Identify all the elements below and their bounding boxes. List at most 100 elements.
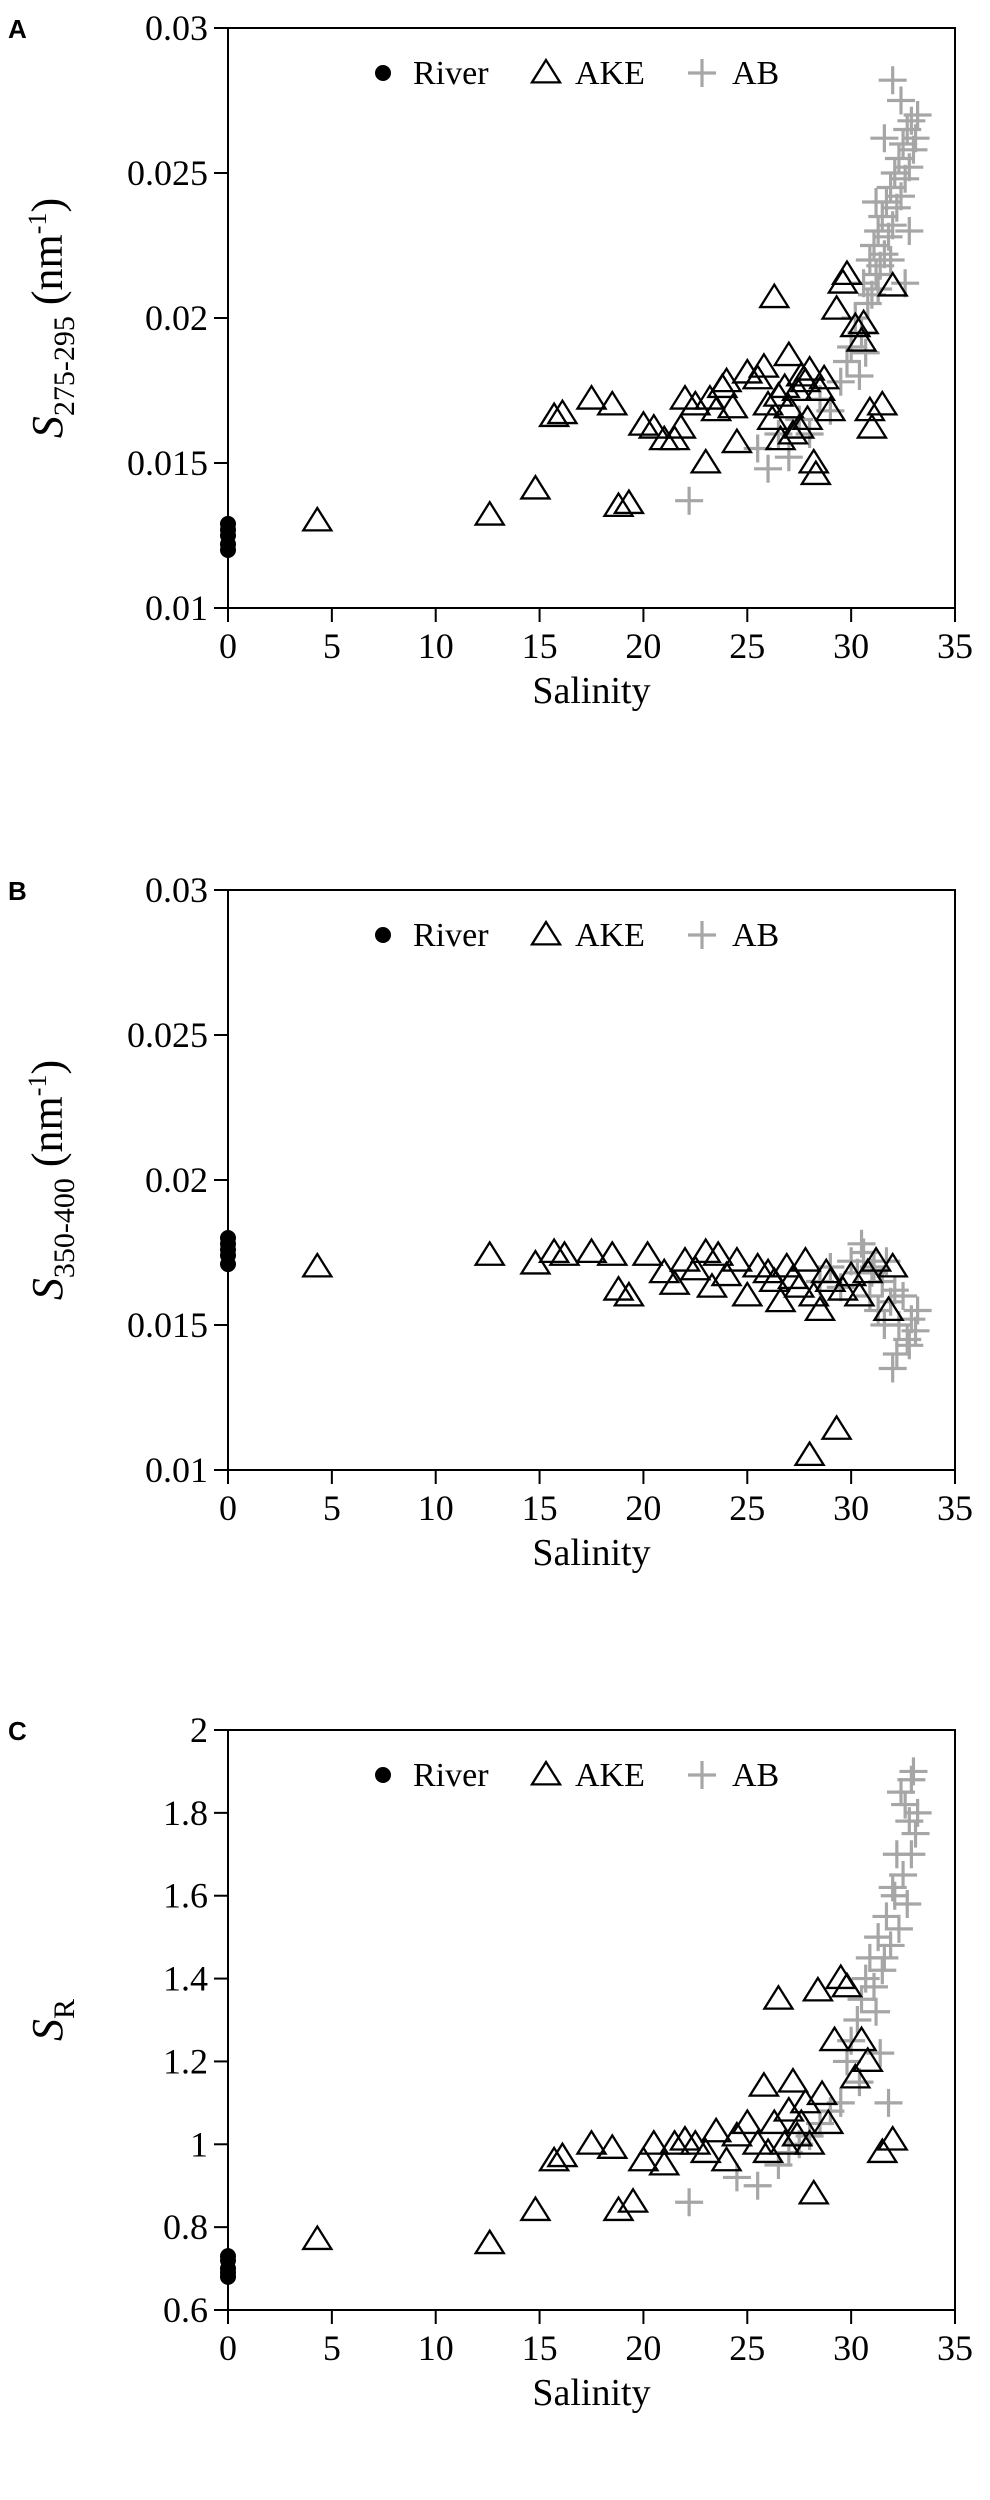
point-ake bbox=[764, 1286, 797, 1313]
y-tick-label: 0.01 bbox=[145, 1450, 208, 1490]
x-tick-label: 10 bbox=[418, 2328, 454, 2368]
y-tick-label: 0.8 bbox=[163, 2207, 208, 2247]
point-ake bbox=[783, 413, 816, 439]
point-ab bbox=[882, 193, 911, 222]
x-tick-label: 25 bbox=[729, 626, 765, 666]
point-ake bbox=[637, 2129, 670, 2155]
x-tick-label: 10 bbox=[418, 626, 454, 666]
point-ake bbox=[776, 2066, 810, 2093]
point-ake bbox=[768, 2129, 801, 2155]
point-ab bbox=[743, 2171, 772, 2200]
point-ab bbox=[897, 106, 926, 135]
point-ake bbox=[772, 2095, 805, 2122]
point-ake bbox=[839, 2062, 872, 2089]
point-ab bbox=[901, 1316, 930, 1345]
x-tick-label: 0 bbox=[219, 2328, 237, 2368]
point-ake bbox=[537, 401, 571, 428]
point-ake bbox=[826, 1275, 859, 1301]
x-tick-label: 20 bbox=[625, 1488, 661, 1528]
x-tick-label: 15 bbox=[522, 2328, 558, 2368]
point-river bbox=[220, 515, 236, 532]
panel-letter: C bbox=[8, 1716, 27, 1746]
point-ake bbox=[546, 398, 579, 425]
point-ake bbox=[826, 268, 859, 294]
point-ake bbox=[793, 1440, 826, 1467]
point-ake bbox=[808, 363, 841, 390]
panel-letter: A bbox=[8, 14, 27, 44]
y-tick-label: 0.03 bbox=[145, 8, 208, 48]
point-ab bbox=[872, 1902, 901, 1931]
point-ake bbox=[758, 2108, 791, 2135]
point-ake bbox=[658, 1269, 691, 1295]
point-ake bbox=[720, 2120, 754, 2147]
point-ake bbox=[866, 389, 899, 416]
legend-label: River bbox=[413, 55, 489, 92]
point-ake bbox=[720, 427, 754, 454]
point-ab bbox=[895, 153, 924, 182]
point-ab bbox=[851, 338, 880, 367]
point-ake bbox=[720, 1246, 754, 1272]
legend-marker bbox=[375, 65, 391, 81]
y-tick-label: 1.2 bbox=[163, 2041, 208, 2081]
point-ake bbox=[793, 2129, 826, 2155]
legend-marker bbox=[529, 57, 563, 84]
point-ake bbox=[772, 340, 805, 367]
point-ake bbox=[575, 2129, 608, 2155]
point-ake bbox=[602, 491, 635, 518]
point-ake bbox=[820, 294, 853, 320]
legend-label: AKE bbox=[575, 55, 645, 92]
legend-marker bbox=[375, 927, 391, 943]
point-ab bbox=[878, 1873, 907, 1902]
point-ake bbox=[575, 384, 608, 410]
y-axis-label-unit: (nm bbox=[23, 1096, 72, 1178]
point-ab bbox=[870, 1311, 899, 1339]
point-ab bbox=[874, 222, 903, 251]
point-ake bbox=[702, 1240, 735, 1266]
y-axis-label: S275-295 (nm-1) bbox=[23, 198, 81, 438]
point-ake bbox=[830, 259, 864, 286]
legend-label: AB bbox=[732, 917, 779, 954]
point-river bbox=[220, 2248, 236, 2265]
point-ab bbox=[901, 1819, 930, 1848]
x-tick-label: 5 bbox=[323, 626, 341, 666]
point-ake bbox=[612, 1280, 646, 1307]
point-ake bbox=[818, 2025, 851, 2052]
point-ake bbox=[731, 1280, 764, 1307]
point-ake bbox=[762, 1984, 795, 2010]
point-ab bbox=[832, 347, 861, 376]
point-ab bbox=[722, 2163, 751, 2192]
y-tick-label: 1.6 bbox=[163, 1876, 208, 1916]
panel-letter: B bbox=[8, 876, 27, 906]
point-ake bbox=[689, 2137, 722, 2164]
point-ake bbox=[797, 447, 830, 474]
point-ake bbox=[668, 384, 702, 410]
point-ake bbox=[797, 2178, 830, 2205]
point-ake bbox=[548, 1240, 581, 1266]
legend: River AKE AB bbox=[375, 1757, 779, 1794]
point-ake bbox=[710, 2145, 743, 2172]
point-ake bbox=[700, 2116, 733, 2143]
point-ake bbox=[758, 1266, 791, 1293]
point-ake bbox=[648, 2149, 681, 2176]
point-ab bbox=[886, 182, 915, 211]
point-ake bbox=[776, 418, 810, 445]
y-axis-label-symbol: S bbox=[23, 1278, 72, 1300]
series-ake bbox=[301, 1963, 909, 2255]
plot-frame bbox=[227, 889, 956, 1471]
x-tick-label: 20 bbox=[625, 626, 661, 666]
point-ake bbox=[772, 392, 805, 419]
point-ake bbox=[801, 1975, 835, 2002]
series-river bbox=[220, 1230, 236, 1273]
point-ake bbox=[658, 2129, 691, 2155]
plot-frame bbox=[227, 1729, 956, 2311]
point-ake bbox=[820, 1414, 853, 1440]
point-ake bbox=[664, 413, 697, 439]
point-ab bbox=[895, 1807, 924, 1836]
y-axis-label-unit-close: ) bbox=[23, 1060, 72, 1075]
point-ake bbox=[876, 1251, 909, 1278]
x-tick-label: 20 bbox=[625, 2328, 661, 2368]
series-ab bbox=[675, 66, 932, 515]
point-ake bbox=[781, 2120, 814, 2147]
x-tick-label: 35 bbox=[937, 626, 973, 666]
